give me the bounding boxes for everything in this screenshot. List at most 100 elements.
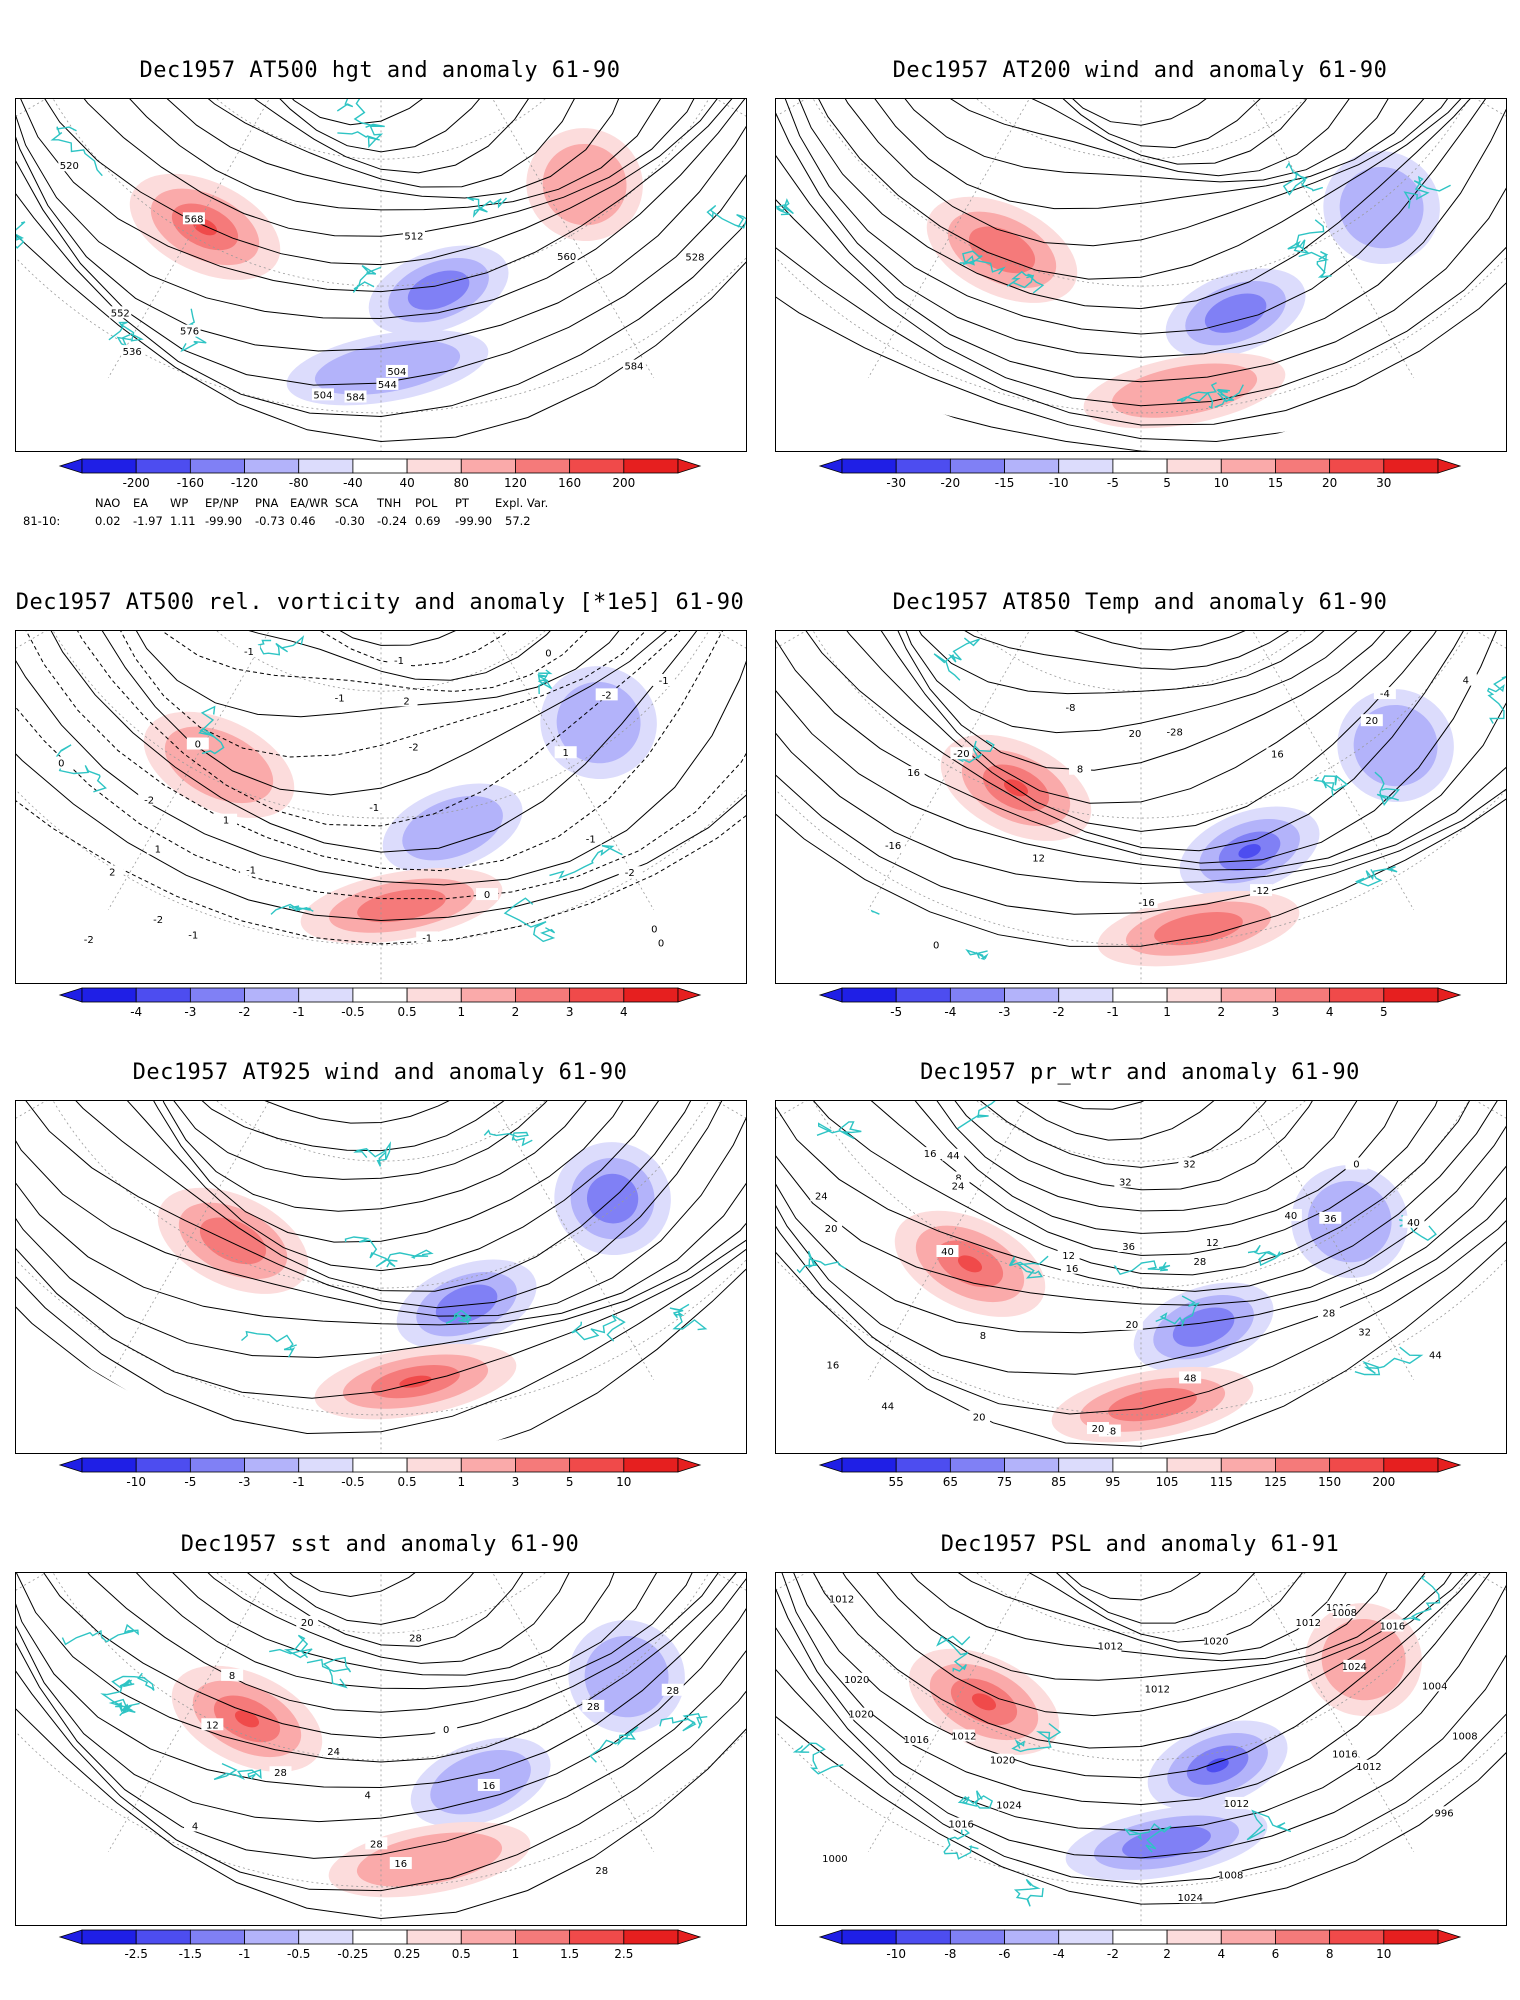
coastline: [337, 123, 385, 149]
contour-label: 8: [955, 1174, 961, 1185]
anomaly-shade: [957, 1255, 983, 1273]
contour-label-bg: [821, 1358, 844, 1371]
streamline: [864, 99, 1398, 177]
contour-label-bg: [618, 866, 641, 879]
index-value: -1.97: [133, 514, 163, 528]
colorbar-arrow-right: [677, 1929, 702, 1945]
index-value: 0.69: [415, 514, 441, 528]
colorbar-label: 2.5: [614, 1947, 633, 1961]
contour-label-bg: [146, 842, 169, 855]
contour-label: 24: [952, 1182, 965, 1193]
contour-label: -4: [1380, 689, 1390, 700]
contour-label: 0: [651, 924, 657, 935]
index-value: -99.90: [455, 514, 493, 528]
streamline: [776, 99, 1506, 407]
contour-label: 20: [825, 1224, 838, 1235]
contour-label-bg: [376, 377, 399, 390]
contour-label-bg: [186, 737, 209, 750]
index-header: Expl. Var.: [495, 496, 549, 510]
colorbar-label: 8: [1326, 1947, 1334, 1961]
anomaly-shade: [556, 681, 641, 764]
latitude-circle: [886, 99, 1396, 160]
map-u200: [775, 98, 1507, 452]
meridian-line: [776, 1573, 1142, 1653]
contour-label: 8: [1077, 765, 1083, 776]
anomaly-shade: [1238, 844, 1261, 859]
contour-label-bg: [1381, 1619, 1404, 1632]
contour-label: 996: [1435, 1808, 1454, 1819]
colorbar-swatch: [135, 458, 191, 474]
contour-label-bg: [296, 1615, 319, 1628]
contour-label: 1024: [1342, 1662, 1367, 1673]
colorbar-label: -80: [289, 476, 309, 490]
contour-label-bg: [50, 756, 73, 769]
contour-label-bg: [221, 1668, 244, 1681]
colorbar-swatch: [1275, 987, 1331, 1003]
contour-label-bg: [402, 229, 425, 242]
contour-label-bg: [240, 863, 263, 876]
contour-label: 1008: [1218, 1870, 1243, 1881]
contour-line: [16, 99, 746, 293]
panel-title: Dec1957 PSL and anomaly 61-91: [940, 1532, 1340, 1557]
map-svg: [776, 99, 1506, 451]
contour-line: [935, 1101, 1381, 1141]
colorbar-label: -10: [126, 1475, 146, 1489]
contour-line: [777, 631, 1499, 832]
colorbar-swatch: [515, 458, 571, 474]
contour-label-bg: [182, 212, 205, 225]
colorbar-swatch: [81, 1929, 137, 1945]
contour-label-bg: [952, 1729, 975, 1742]
colorbar-label: -5: [184, 1475, 196, 1489]
colorbar-swatch: [1329, 987, 1385, 1003]
contour-line: [74, 631, 707, 758]
anomaly-shade: [1206, 1758, 1229, 1773]
contour-line: [919, 1101, 1396, 1168]
contour-line: [838, 1573, 1421, 1662]
contour-label-bg: [1317, 1306, 1340, 1319]
meridian-line: [776, 1101, 1142, 1181]
coastline: [1403, 175, 1451, 209]
map-svg: 1020 1016 1016 1024 1020 1012 1000 996 1004 1008 1…: [776, 1573, 1506, 1925]
contour-label: 36: [1122, 1242, 1135, 1253]
index-value: -99.90: [205, 514, 243, 528]
contour-label-bg: [830, 1592, 853, 1605]
contour-label-bg: [1069, 762, 1092, 775]
contour-line: [82, 1573, 649, 1676]
streamline: [943, 99, 1324, 126]
colorbar-label: -10: [886, 1947, 906, 1961]
colorbar-label: 120: [504, 476, 527, 490]
colorbar-label: -40: [343, 476, 363, 490]
colorbar-swatch: [623, 1929, 679, 1945]
contour-line: [169, 99, 600, 153]
colorbar-swatch: [460, 458, 516, 474]
contour-label-bg: [1453, 1729, 1476, 1742]
contour-label: -1: [244, 647, 254, 658]
coastline: [659, 1713, 708, 1732]
colorbar-swatch: [135, 1457, 191, 1473]
colorbar-swatch: [189, 458, 245, 474]
streamline: [33, 1101, 704, 1272]
contour-label: 0: [1353, 1160, 1359, 1171]
colorbar-swatch: [460, 1457, 516, 1473]
contour-label: 20: [1129, 729, 1142, 740]
contour-label: 28: [370, 1839, 383, 1850]
streamline: [776, 99, 1506, 426]
coastline: [1113, 1260, 1171, 1276]
contour-line: [16, 631, 746, 853]
contour-label-bg: [201, 1718, 224, 1731]
colorbar-swatch: [298, 1457, 354, 1473]
coastline: [1287, 219, 1325, 254]
colorbar-swatch: [949, 1929, 1005, 1945]
colorbar-arrow-left: [818, 1457, 843, 1473]
streamline: [776, 99, 1506, 383]
anomaly-shade: [1307, 1180, 1392, 1263]
colorbar-swatch: [1383, 1457, 1439, 1473]
colorbar-swatch: [1275, 1457, 1331, 1473]
contour-label: 1020: [844, 1675, 869, 1686]
contour-label: 28: [1194, 1257, 1207, 1268]
contour-label: 32: [1183, 1160, 1196, 1171]
coastline: [483, 1129, 533, 1147]
contour-label-bg: [968, 1410, 991, 1423]
contour-line: [16, 631, 746, 886]
contour-label: 36: [1324, 1214, 1337, 1225]
